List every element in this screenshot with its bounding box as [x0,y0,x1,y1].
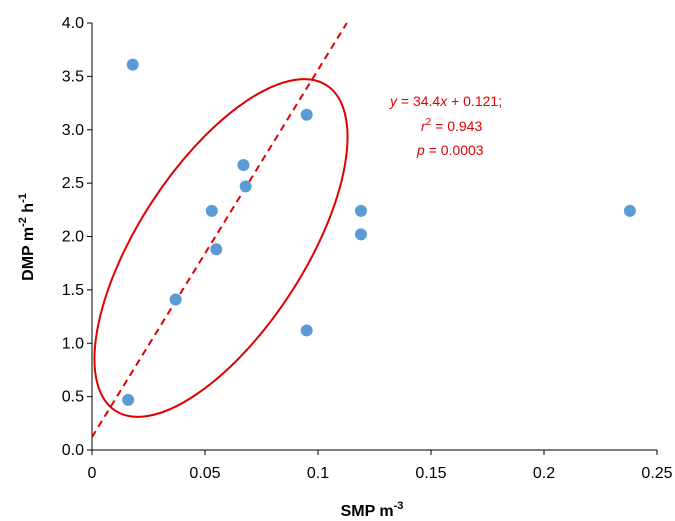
x-axis-title-text: SMP m [341,503,394,520]
annotation-eq-intercept: + 0.121; [447,93,502,109]
annotation-r-value: = 0.943 [431,118,482,134]
data-point [205,204,218,217]
x-axis-title: SMP m-3 [341,500,404,520]
plot-area: 0.0 0.5 1.0 1.5 2.0 2.5 3.0 3.5 4.0 0 0.05 0.1 0.15 0… [62,15,673,482]
x-tick-label: 0.15 [415,465,446,482]
x-tick-label: 0.05 [189,465,220,482]
y-axis-title-superscript-1: -2 [17,217,29,227]
svg-text:p = 0.0003: p = 0.0003 [416,142,484,158]
y-tick-label: 1.5 [62,282,84,299]
data-point [623,204,636,217]
y-axis-title-text: DMP m [20,227,37,281]
regression-annotation: y = 34.4x + 0.121; r2 = 0.943 p = 0.0003 [389,93,502,158]
svg-text:DMP m-2 h-1: DMP m-2 h-1 [17,193,37,281]
data-point [300,324,313,337]
y-tick-label: 1.0 [62,335,84,352]
annotation-eq-x: x [439,93,448,109]
y-axis-title-text-2: h [20,203,37,217]
x-tick-label: 0 [88,465,97,482]
y-tick-label: 2.5 [62,175,84,192]
x-tick-label: 0.2 [533,465,555,482]
data-point [300,108,313,121]
annotation-p: p [416,142,425,158]
y-axis-title-superscript-2: -1 [17,193,29,203]
data-point [354,204,367,217]
svg-text:r2 = 0.943: r2 = 0.943 [421,117,482,134]
annotation-eq-slope: = 34.4 [397,93,440,109]
data-point [122,393,135,406]
annotation-r: r [421,118,427,134]
x-axis-title-superscript: -3 [394,500,404,512]
y-tick-label: 3.0 [62,122,84,139]
data-point [239,180,252,193]
x-tick-label: 0.25 [641,465,672,482]
data-point [237,158,250,171]
data-point [354,228,367,241]
annotation-eq-y: y [389,93,398,109]
cluster-ellipse [93,78,349,418]
regression-line [91,22,348,438]
y-tick-label: 0.0 [62,442,84,459]
data-point [169,293,182,306]
annotation-p-value: = 0.0003 [425,142,484,158]
data-point [210,243,223,256]
annotation-r-superscript: 2 [426,117,432,128]
data-point [126,58,139,71]
x-tick-label: 0.1 [307,465,329,482]
y-tick-label: 2.0 [62,229,84,246]
y-tick-label: 3.5 [62,68,84,85]
y-tick-label: 4.0 [62,15,84,32]
svg-text:y = 34.4x + 0.121;: y = 34.4x + 0.121; [389,93,502,109]
y-axis-title: DMP m-2 h-1 [17,193,37,281]
svg-text:SMP m-3: SMP m-3 [341,500,404,520]
y-tick-label: 0.5 [62,389,84,406]
